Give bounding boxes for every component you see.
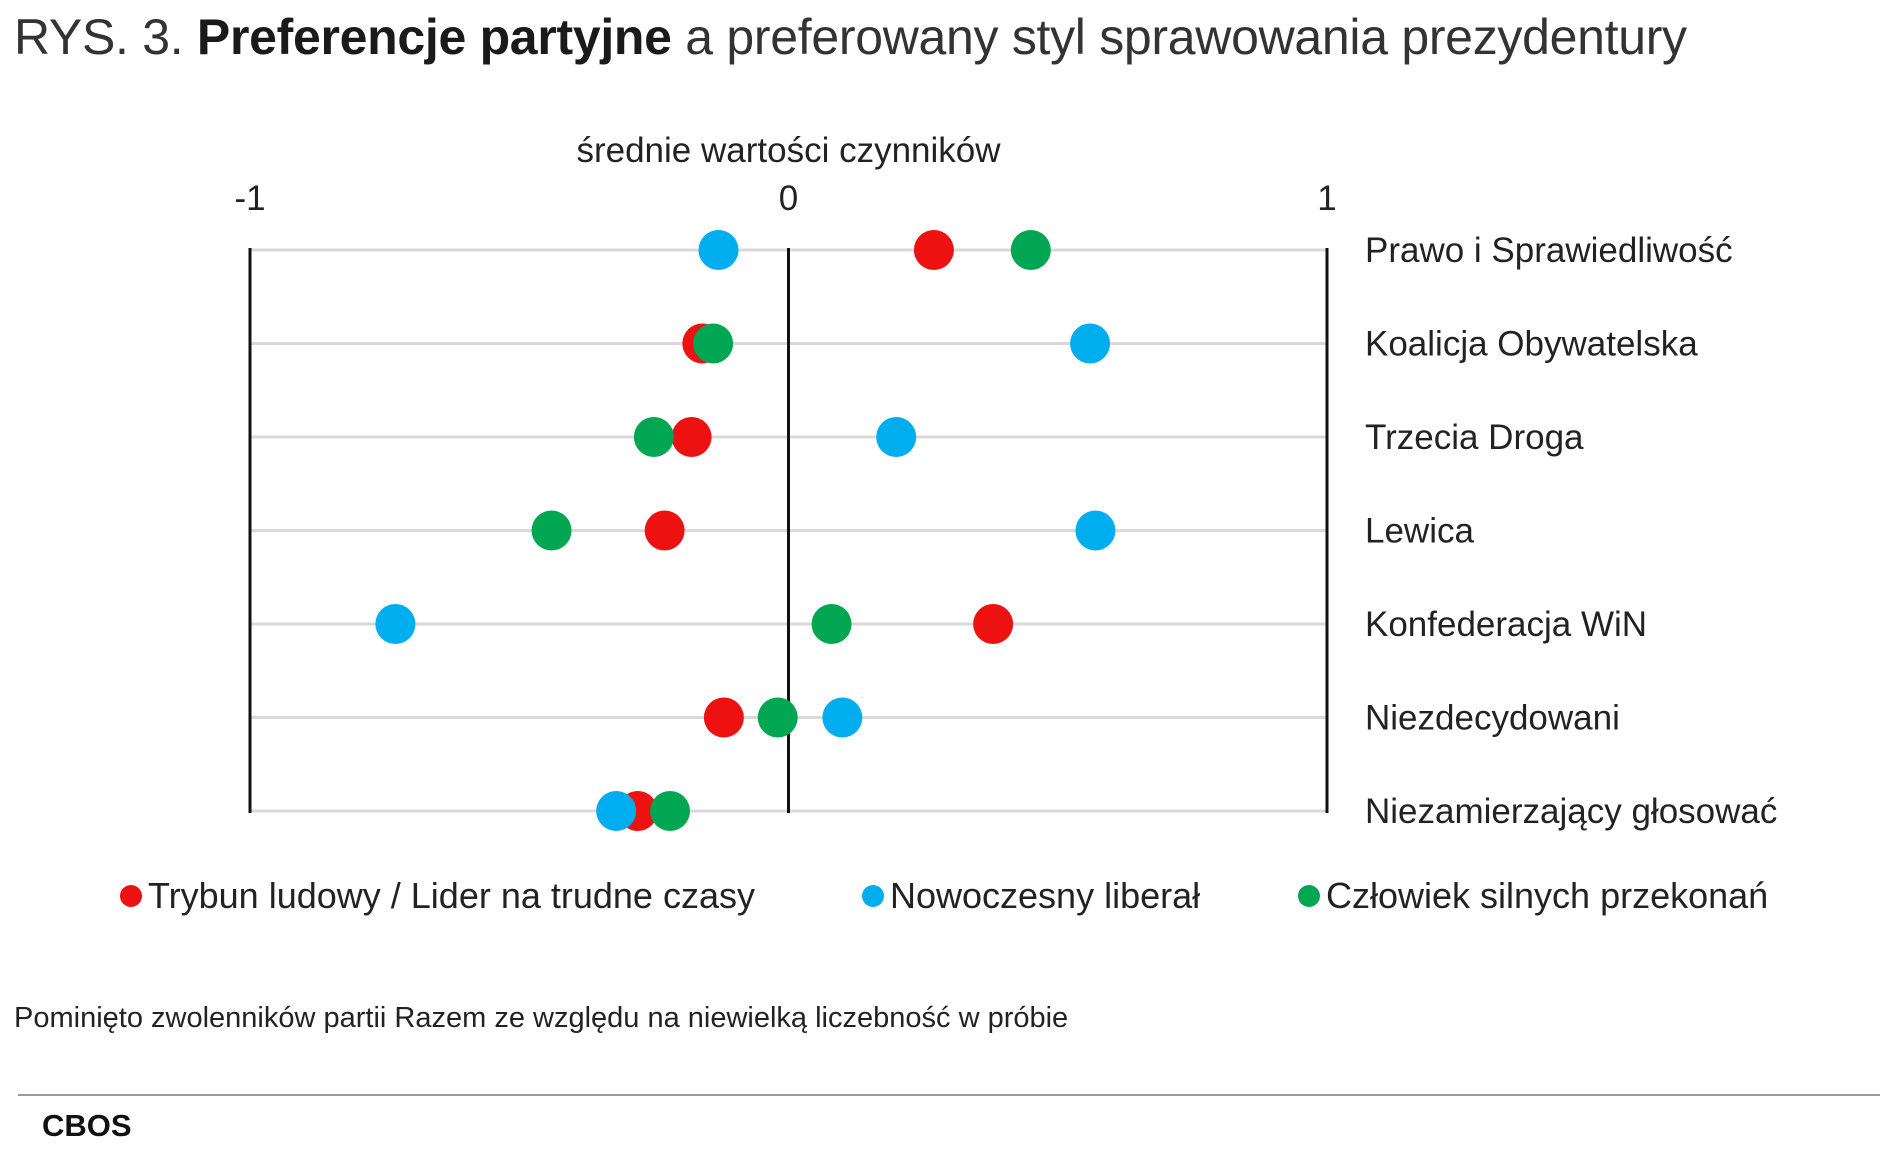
data-point — [531, 510, 572, 551]
legend-label: Nowoczesny liberał — [890, 875, 1201, 916]
data-point — [913, 230, 954, 270]
title-rest: a preferowany styl sprawowania prezydent… — [685, 9, 1687, 65]
data-point — [973, 604, 1014, 644]
legend-label: Trybun ludowy / Lider na trudne czasy — [148, 875, 755, 916]
data-point — [596, 791, 637, 831]
category-label: Konfederacja WiN — [1365, 605, 1647, 644]
data-point — [650, 791, 691, 831]
data-point — [822, 697, 863, 738]
data-point — [1010, 230, 1051, 270]
data-point — [693, 323, 734, 364]
data-point — [757, 697, 798, 738]
data-point — [1070, 323, 1111, 364]
category-label: Niezamierzający głosować — [1365, 792, 1777, 831]
data-point — [375, 604, 416, 644]
legend-item: Nowoczesny liberał — [862, 875, 1200, 917]
data-point — [1075, 510, 1116, 551]
legend-swatch — [862, 885, 884, 907]
data-point — [698, 230, 739, 270]
legend-swatch — [120, 885, 142, 907]
x-axis-title: średnie wartości czynników — [576, 131, 1001, 170]
title-prefix: RYS. 3. — [14, 9, 184, 65]
legend-label: Człowiek silnych przekonań — [1326, 875, 1769, 916]
chart-title: RYS. 3. Preferencje partyjne a preferowa… — [14, 8, 1687, 66]
footnote: Pominięto zwolenników partii Razem ze wz… — [14, 1002, 1069, 1034]
x-tick-label: -1 — [234, 179, 265, 218]
legend-swatch — [1298, 885, 1320, 907]
legend-item: Trybun ludowy / Lider na trudne czasy — [120, 875, 755, 917]
data-point — [811, 604, 852, 644]
x-tick-label: 1 — [1317, 179, 1336, 218]
divider — [18, 1094, 1880, 1096]
category-label: Niezdecydowani — [1365, 699, 1620, 738]
data-point — [633, 417, 674, 457]
title-bold: Preferencje partyjne — [196, 9, 672, 65]
dot-plot: średnie wartości czynników -1 0 1 Prawo i Sp… — [234, 131, 1777, 831]
category-label: Koalicja Obywatelska — [1365, 325, 1698, 364]
data-point — [876, 417, 917, 457]
category-label: Lewica — [1365, 512, 1474, 551]
data-point — [644, 510, 685, 551]
source-label: CBOS — [42, 1108, 132, 1143]
data-point — [703, 697, 744, 738]
legend-item: Człowiek silnych przekonań — [1298, 875, 1768, 917]
category-label: Trzecia Droga — [1365, 418, 1584, 457]
category-label: Prawo i Sprawiedliwość — [1365, 231, 1733, 270]
x-tick-label: 0 — [779, 179, 798, 218]
data-point — [671, 417, 712, 457]
legend: Trybun ludowy / Lider na trudne czasy Now… — [0, 875, 1891, 921]
